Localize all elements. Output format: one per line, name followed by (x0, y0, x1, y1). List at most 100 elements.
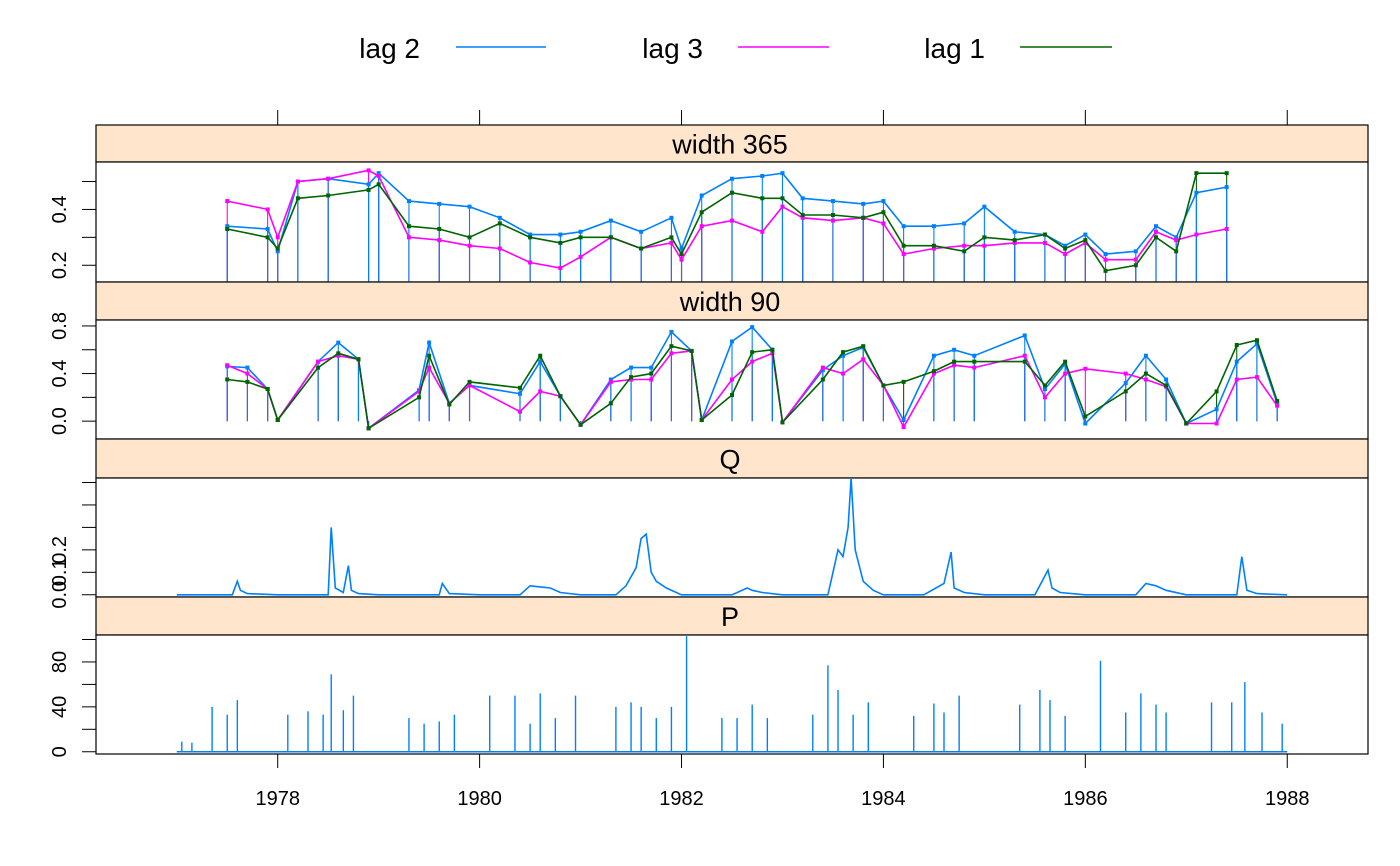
data-point (780, 420, 785, 425)
data-point (528, 260, 533, 265)
data-point (1042, 395, 1047, 400)
data-point (518, 409, 522, 414)
data-point (366, 168, 371, 173)
data-point (1022, 333, 1027, 338)
data-point (437, 226, 442, 231)
data-point (972, 365, 977, 370)
data-point (366, 187, 371, 192)
panel-content (176, 478, 1288, 596)
panel-strip (95, 438, 1369, 479)
data-point (326, 176, 331, 181)
data-point (780, 196, 785, 201)
data-point (1275, 401, 1280, 406)
data-point (1133, 257, 1138, 262)
data-point (931, 243, 936, 248)
data-point (467, 379, 472, 384)
data-point (467, 235, 472, 240)
panel-frame (95, 634, 1369, 755)
data-point (1103, 257, 1108, 262)
data-point (326, 193, 331, 198)
data-point (962, 249, 967, 254)
data-point (1194, 171, 1199, 176)
data-point (1083, 240, 1088, 245)
data-point (962, 221, 967, 226)
data-point (406, 199, 411, 204)
data-point (406, 235, 411, 240)
data-point (730, 377, 734, 382)
data-point (629, 365, 634, 370)
data-point (558, 394, 563, 399)
data-point (669, 329, 674, 334)
data-point (730, 392, 734, 397)
data-point (931, 371, 936, 376)
series-line-lag-1 (227, 339, 1278, 430)
bottom-x-axis: 1978 1980 1982 1984 1986 1988 (255, 754, 1309, 810)
data-point (760, 229, 765, 234)
data-point (689, 348, 694, 353)
y-tick-label: 80 (49, 651, 71, 673)
panel-strip (95, 596, 1369, 636)
data-point (669, 240, 674, 245)
data-point (275, 417, 280, 422)
data-point (245, 379, 250, 384)
panel-title: P (721, 602, 739, 632)
x-tick-label: 1978 (255, 788, 300, 810)
data-point (820, 367, 825, 372)
data-point (861, 344, 866, 349)
data-point (336, 340, 341, 345)
data-point (841, 371, 846, 376)
data-point (800, 196, 805, 201)
data-point (841, 350, 846, 355)
legend: lag 2 lag 3 lag 1 (359, 33, 1112, 64)
data-point (730, 190, 734, 195)
data-point (1083, 232, 1088, 237)
data-point (901, 224, 906, 229)
data-point (1143, 377, 1148, 382)
panel-content (225, 325, 1280, 431)
data-point (1123, 371, 1128, 376)
data-point (1275, 403, 1280, 408)
y-tick-label: 0 (49, 746, 71, 757)
data-point (952, 363, 957, 368)
data-point (1275, 398, 1280, 403)
data-point (316, 359, 321, 364)
x-tick-label: 1982 (659, 788, 704, 810)
data-point (780, 171, 785, 176)
data-point (417, 395, 422, 400)
data-point (1154, 235, 1158, 240)
data-point (881, 199, 886, 204)
panel-2: Q 0.00.10.2 (49, 438, 1369, 609)
panel-frame (95, 477, 1369, 598)
data-point (629, 375, 634, 380)
data-point (1063, 246, 1068, 251)
data-point (1133, 249, 1138, 254)
data-point (699, 417, 704, 422)
data-point (558, 232, 563, 237)
data-point (578, 422, 583, 427)
panel-strip (95, 281, 1369, 321)
data-point (467, 243, 472, 248)
data-point (1083, 238, 1088, 243)
y-tick-label: 0.4 (49, 196, 71, 224)
data-point (608, 379, 613, 384)
data-point (497, 221, 502, 226)
data-point (881, 210, 886, 215)
data-point (336, 353, 341, 358)
data-point (881, 221, 886, 226)
data-point (1063, 371, 1068, 376)
data-point (669, 351, 674, 356)
data-point (366, 426, 371, 431)
data-point (1174, 235, 1179, 240)
data-point (608, 235, 613, 240)
data-point (1042, 387, 1047, 392)
data-point (881, 383, 886, 388)
data-point (528, 232, 533, 237)
y-tick-label: 0.2 (49, 251, 71, 279)
panel-3: P 0 40 80 (49, 596, 1369, 757)
data-point (275, 249, 280, 254)
data-point (1234, 359, 1239, 364)
data-point (982, 235, 987, 240)
legend-label: lag 3 (642, 33, 703, 64)
data-point (901, 417, 906, 422)
